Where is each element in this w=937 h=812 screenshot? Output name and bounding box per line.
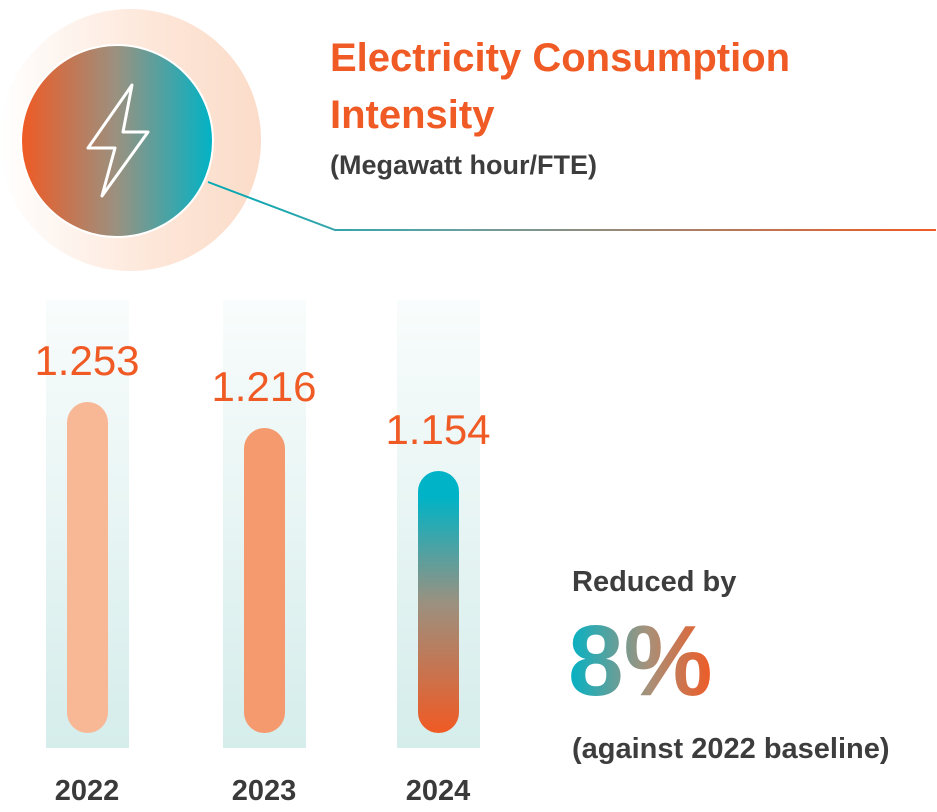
chart-subtitle: (Megawatt hour/FTE) xyxy=(330,150,597,180)
category-label: 2024 xyxy=(405,775,471,807)
lightning-bolt-icon xyxy=(86,83,150,198)
chart-title: Electricity Consumption Intensity xyxy=(330,36,791,137)
category-label: 2023 xyxy=(231,775,297,807)
callout-lead: Reduced by xyxy=(572,566,737,598)
callout-value: 8% xyxy=(568,605,713,717)
category-label: 2022 xyxy=(54,775,120,807)
value-label: 1.154 xyxy=(385,406,491,454)
value-label: 1.216 xyxy=(211,362,317,410)
bar-2024 xyxy=(418,471,459,733)
bar-2022 xyxy=(67,401,108,733)
header-graphic xyxy=(0,9,936,271)
bar-2023 xyxy=(244,427,285,733)
callout-note: (against 2022 baseline) xyxy=(572,733,890,765)
icon-circle xyxy=(20,44,214,238)
leader-line xyxy=(207,181,936,231)
value-label: 1.253 xyxy=(34,336,140,384)
